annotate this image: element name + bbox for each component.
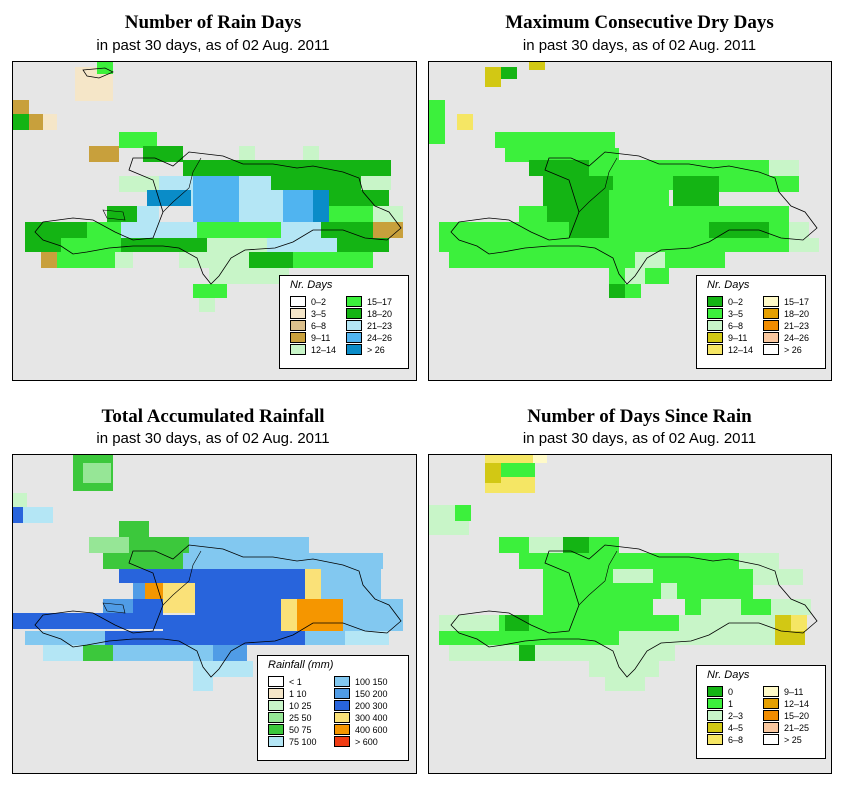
map-legend: Nr. Days 0–2 3–5 6–8 9–11 12–14 15–17 18… bbox=[279, 275, 409, 369]
legend-title: Nr. Days bbox=[707, 279, 750, 291]
map-area: Nr. Days 0–2 3–5 6–8 9–11 12–14 15–17 18… bbox=[428, 61, 832, 381]
map-area: Rainfall (mm) < 1 1 10 10 25 25 50 50 75… bbox=[12, 454, 417, 774]
map-legend: Nr. Days 0–2 3–5 6–8 9–11 12–14 15–17 18… bbox=[696, 275, 826, 369]
map-legend: Rainfall (mm) < 1 1 10 10 25 25 50 50 75… bbox=[257, 655, 409, 761]
map-grid bbox=[13, 62, 403, 312]
legend-title: Nr. Days bbox=[290, 279, 333, 291]
panel-subtitle: in past 30 days, as of 02 Aug. 2011 bbox=[522, 430, 757, 447]
panel-subtitle: in past 30 days, as of 02 Aug. 2011 bbox=[96, 37, 330, 54]
panel-subtitle: in past 30 days, as of 02 Aug. 2011 bbox=[96, 430, 330, 447]
panel-days-since-rain: Number of Days Since Rain in past 30 day… bbox=[426, 396, 853, 793]
legend-title: Nr. Days bbox=[707, 669, 750, 681]
panel-rain-days: Number of Rain Days in past 30 days, as … bbox=[0, 0, 426, 396]
panel-title: Total Accumulated Rainfall bbox=[101, 406, 325, 427]
panel-title: Number of Rain Days bbox=[124, 12, 302, 33]
map-area: Nr. Days 0 1 2–3 4–5 6–8 9–11 12–14 15–2… bbox=[428, 454, 832, 774]
panel-title: Maximum Consecutive Dry Days bbox=[505, 12, 774, 33]
panel-subtitle: in past 30 days, as of 02 Aug. 2011 bbox=[522, 37, 757, 54]
map-area: Nr. Days 0–2 3–5 6–8 9–11 12–14 15–17 18… bbox=[12, 61, 417, 381]
map-legend: Nr. Days 0 1 2–3 4–5 6–8 9–11 12–14 15–2… bbox=[696, 665, 826, 759]
map-grid bbox=[13, 455, 403, 691]
panel-title: Number of Days Since Rain bbox=[527, 406, 752, 427]
legend-title: Rainfall (mm) bbox=[268, 659, 334, 671]
map-grid bbox=[429, 455, 818, 691]
panel-max-dry-days: Maximum Consecutive Dry Days in past 30 … bbox=[426, 0, 853, 396]
map-grid bbox=[429, 62, 819, 298]
panel-total-rainfall: Total Accumulated Rainfall in past 30 da… bbox=[0, 396, 426, 793]
